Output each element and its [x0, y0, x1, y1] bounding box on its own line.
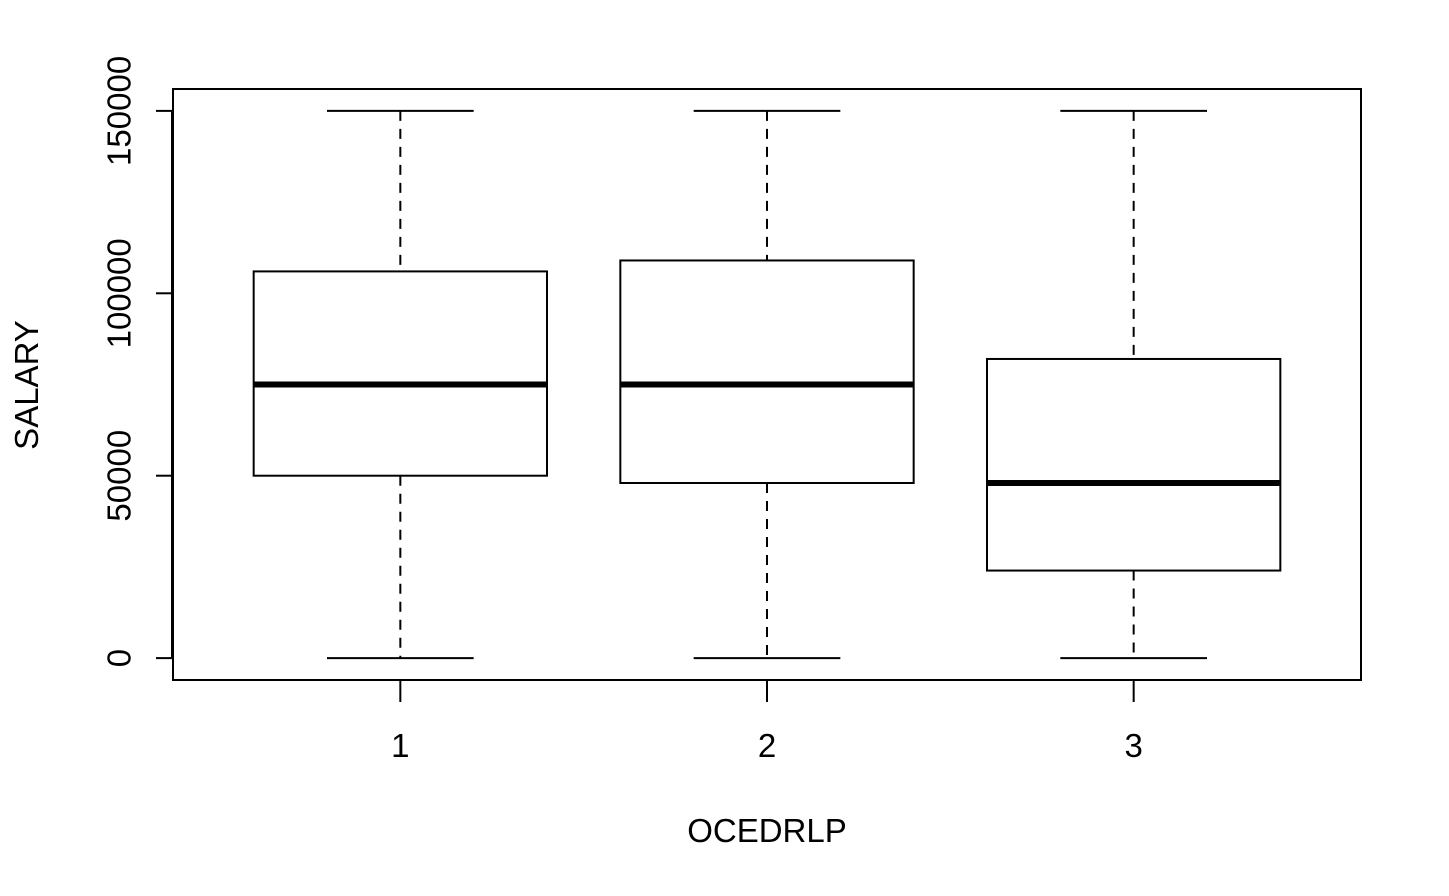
y-axis: 0 50000 100000 150000 — [101, 56, 173, 667]
iqr-box — [619, 259, 915, 484]
y-tick-label: 0 — [101, 649, 138, 667]
box-3 — [986, 109, 1282, 660]
x-tick-label: 1 — [391, 727, 409, 764]
box-2 — [619, 109, 915, 660]
x-tick-label: 2 — [758, 727, 776, 764]
boxes — [252, 109, 1282, 660]
x-tick-label: 3 — [1124, 727, 1142, 764]
x-axis: 1 2 3 — [391, 679, 1143, 764]
y-tick-label: 100000 — [101, 238, 138, 348]
y-tick-label: 50000 — [101, 430, 138, 522]
y-tick-label: 150000 — [101, 56, 138, 166]
y-axis-label: SALARY — [8, 320, 45, 450]
box-1 — [252, 109, 549, 660]
x-axis-label: OCEDRLP — [687, 812, 847, 849]
iqr-box — [252, 270, 549, 477]
iqr-box — [986, 357, 1282, 572]
